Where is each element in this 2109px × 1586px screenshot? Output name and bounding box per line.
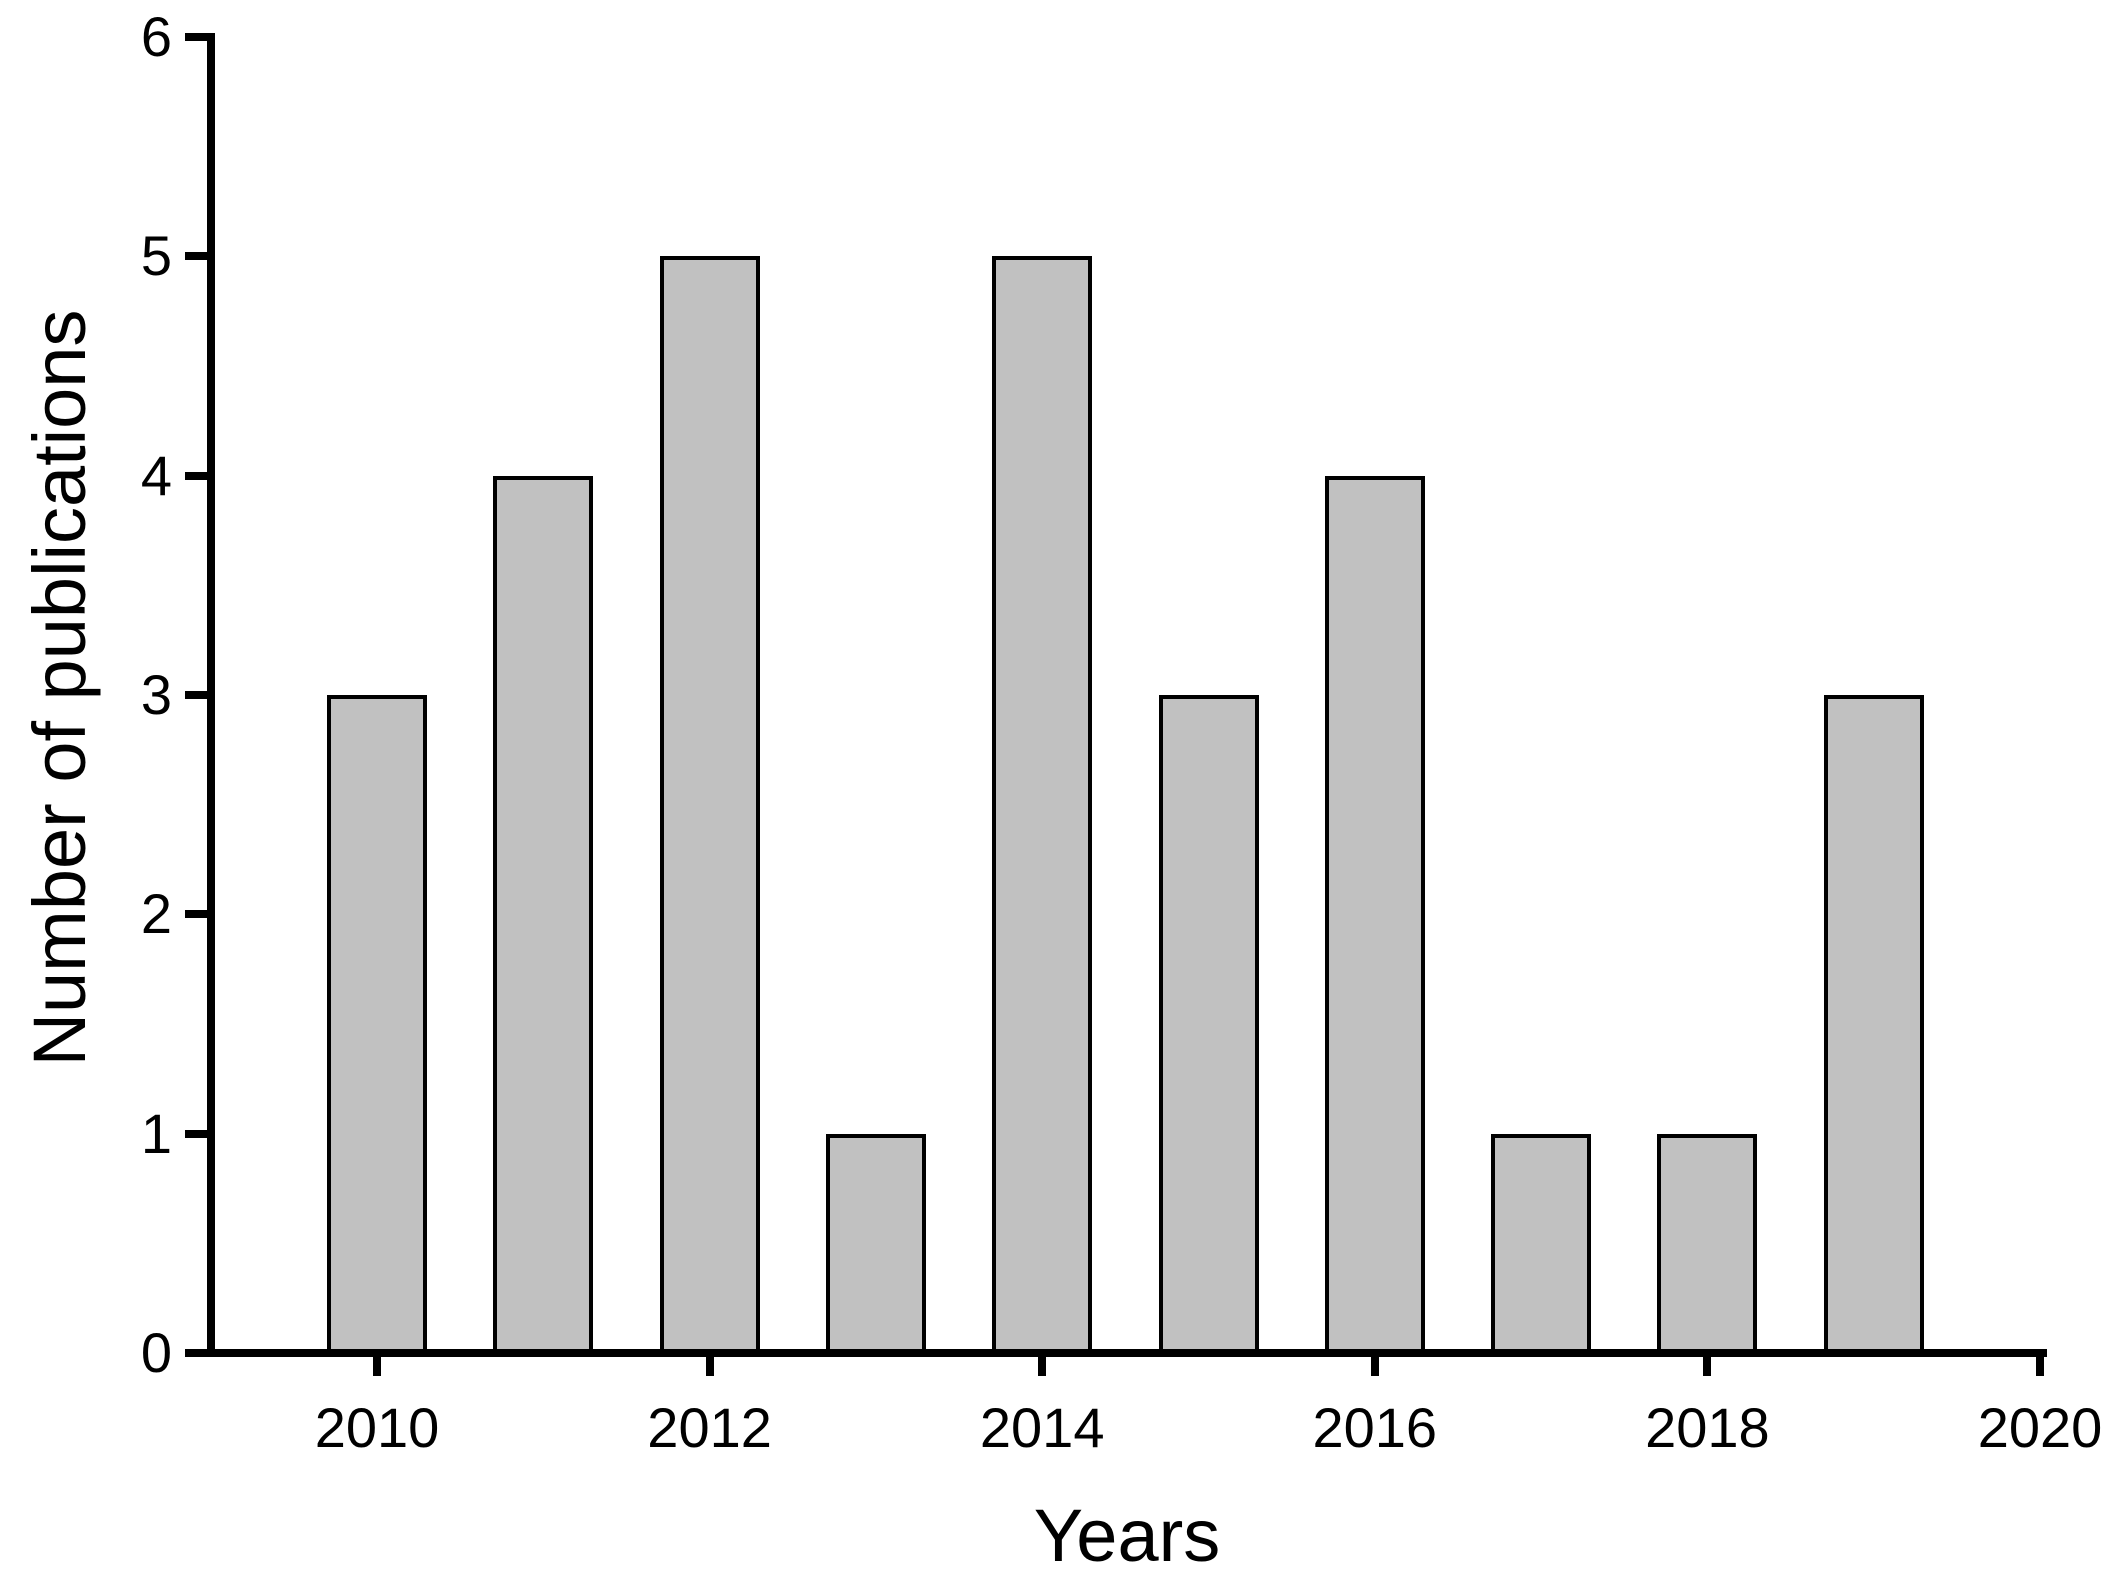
x-tick-label-2012: 2012	[647, 1396, 772, 1459]
y-tick-label-0: 0	[140, 1321, 172, 1384]
y-tick-label-3: 3	[140, 663, 172, 726]
x-tick-2010	[373, 1353, 381, 1376]
bar-2015	[1158, 695, 1259, 1357]
bar-2012	[659, 256, 760, 1357]
y-axis-title: Number of publications	[18, 309, 101, 1067]
x-tick-2018	[1703, 1353, 1712, 1376]
x-tick-label-2016: 2016	[1312, 1396, 1438, 1459]
bar-2018	[1657, 1133, 1758, 1357]
y-tick-label-1: 1	[140, 1101, 172, 1165]
bar-2013	[825, 1133, 926, 1357]
y-tick-label-6: 6	[140, 5, 172, 69]
x-axis-line	[207, 1349, 2047, 1357]
bar-2014	[992, 256, 1093, 1357]
x-tick-label-2010: 2010	[314, 1396, 440, 1459]
x-tick-2020	[2036, 1353, 2044, 1376]
y-tick-0	[185, 1349, 207, 1357]
x-tick-label-2018: 2018	[1645, 1396, 1770, 1459]
x-tick-2014	[1038, 1353, 1047, 1376]
bar-2016	[1324, 475, 1425, 1357]
y-tick-5	[185, 252, 207, 261]
y-tick-4	[185, 471, 207, 480]
y-axis-line	[207, 33, 215, 1357]
bar-2019	[1823, 695, 1924, 1357]
bar-2017	[1491, 1133, 1592, 1357]
x-tick-2016	[1370, 1353, 1379, 1376]
y-tick-label-5: 5	[140, 224, 172, 288]
bar-2011	[493, 475, 594, 1357]
y-tick-6	[185, 33, 207, 42]
x-tick-2012	[705, 1353, 714, 1376]
x-tick-label-2020: 2020	[1977, 1396, 2103, 1459]
x-tick-label-2014: 2014	[979, 1396, 1105, 1459]
y-tick-label-2: 2	[140, 882, 172, 946]
x-axis-title: Years	[1033, 1494, 1221, 1577]
bar-2010	[327, 695, 427, 1357]
y-tick-2	[185, 910, 207, 919]
y-tick-label-4: 4	[140, 443, 172, 507]
y-tick-1	[185, 1129, 207, 1138]
y-tick-3	[185, 691, 207, 699]
